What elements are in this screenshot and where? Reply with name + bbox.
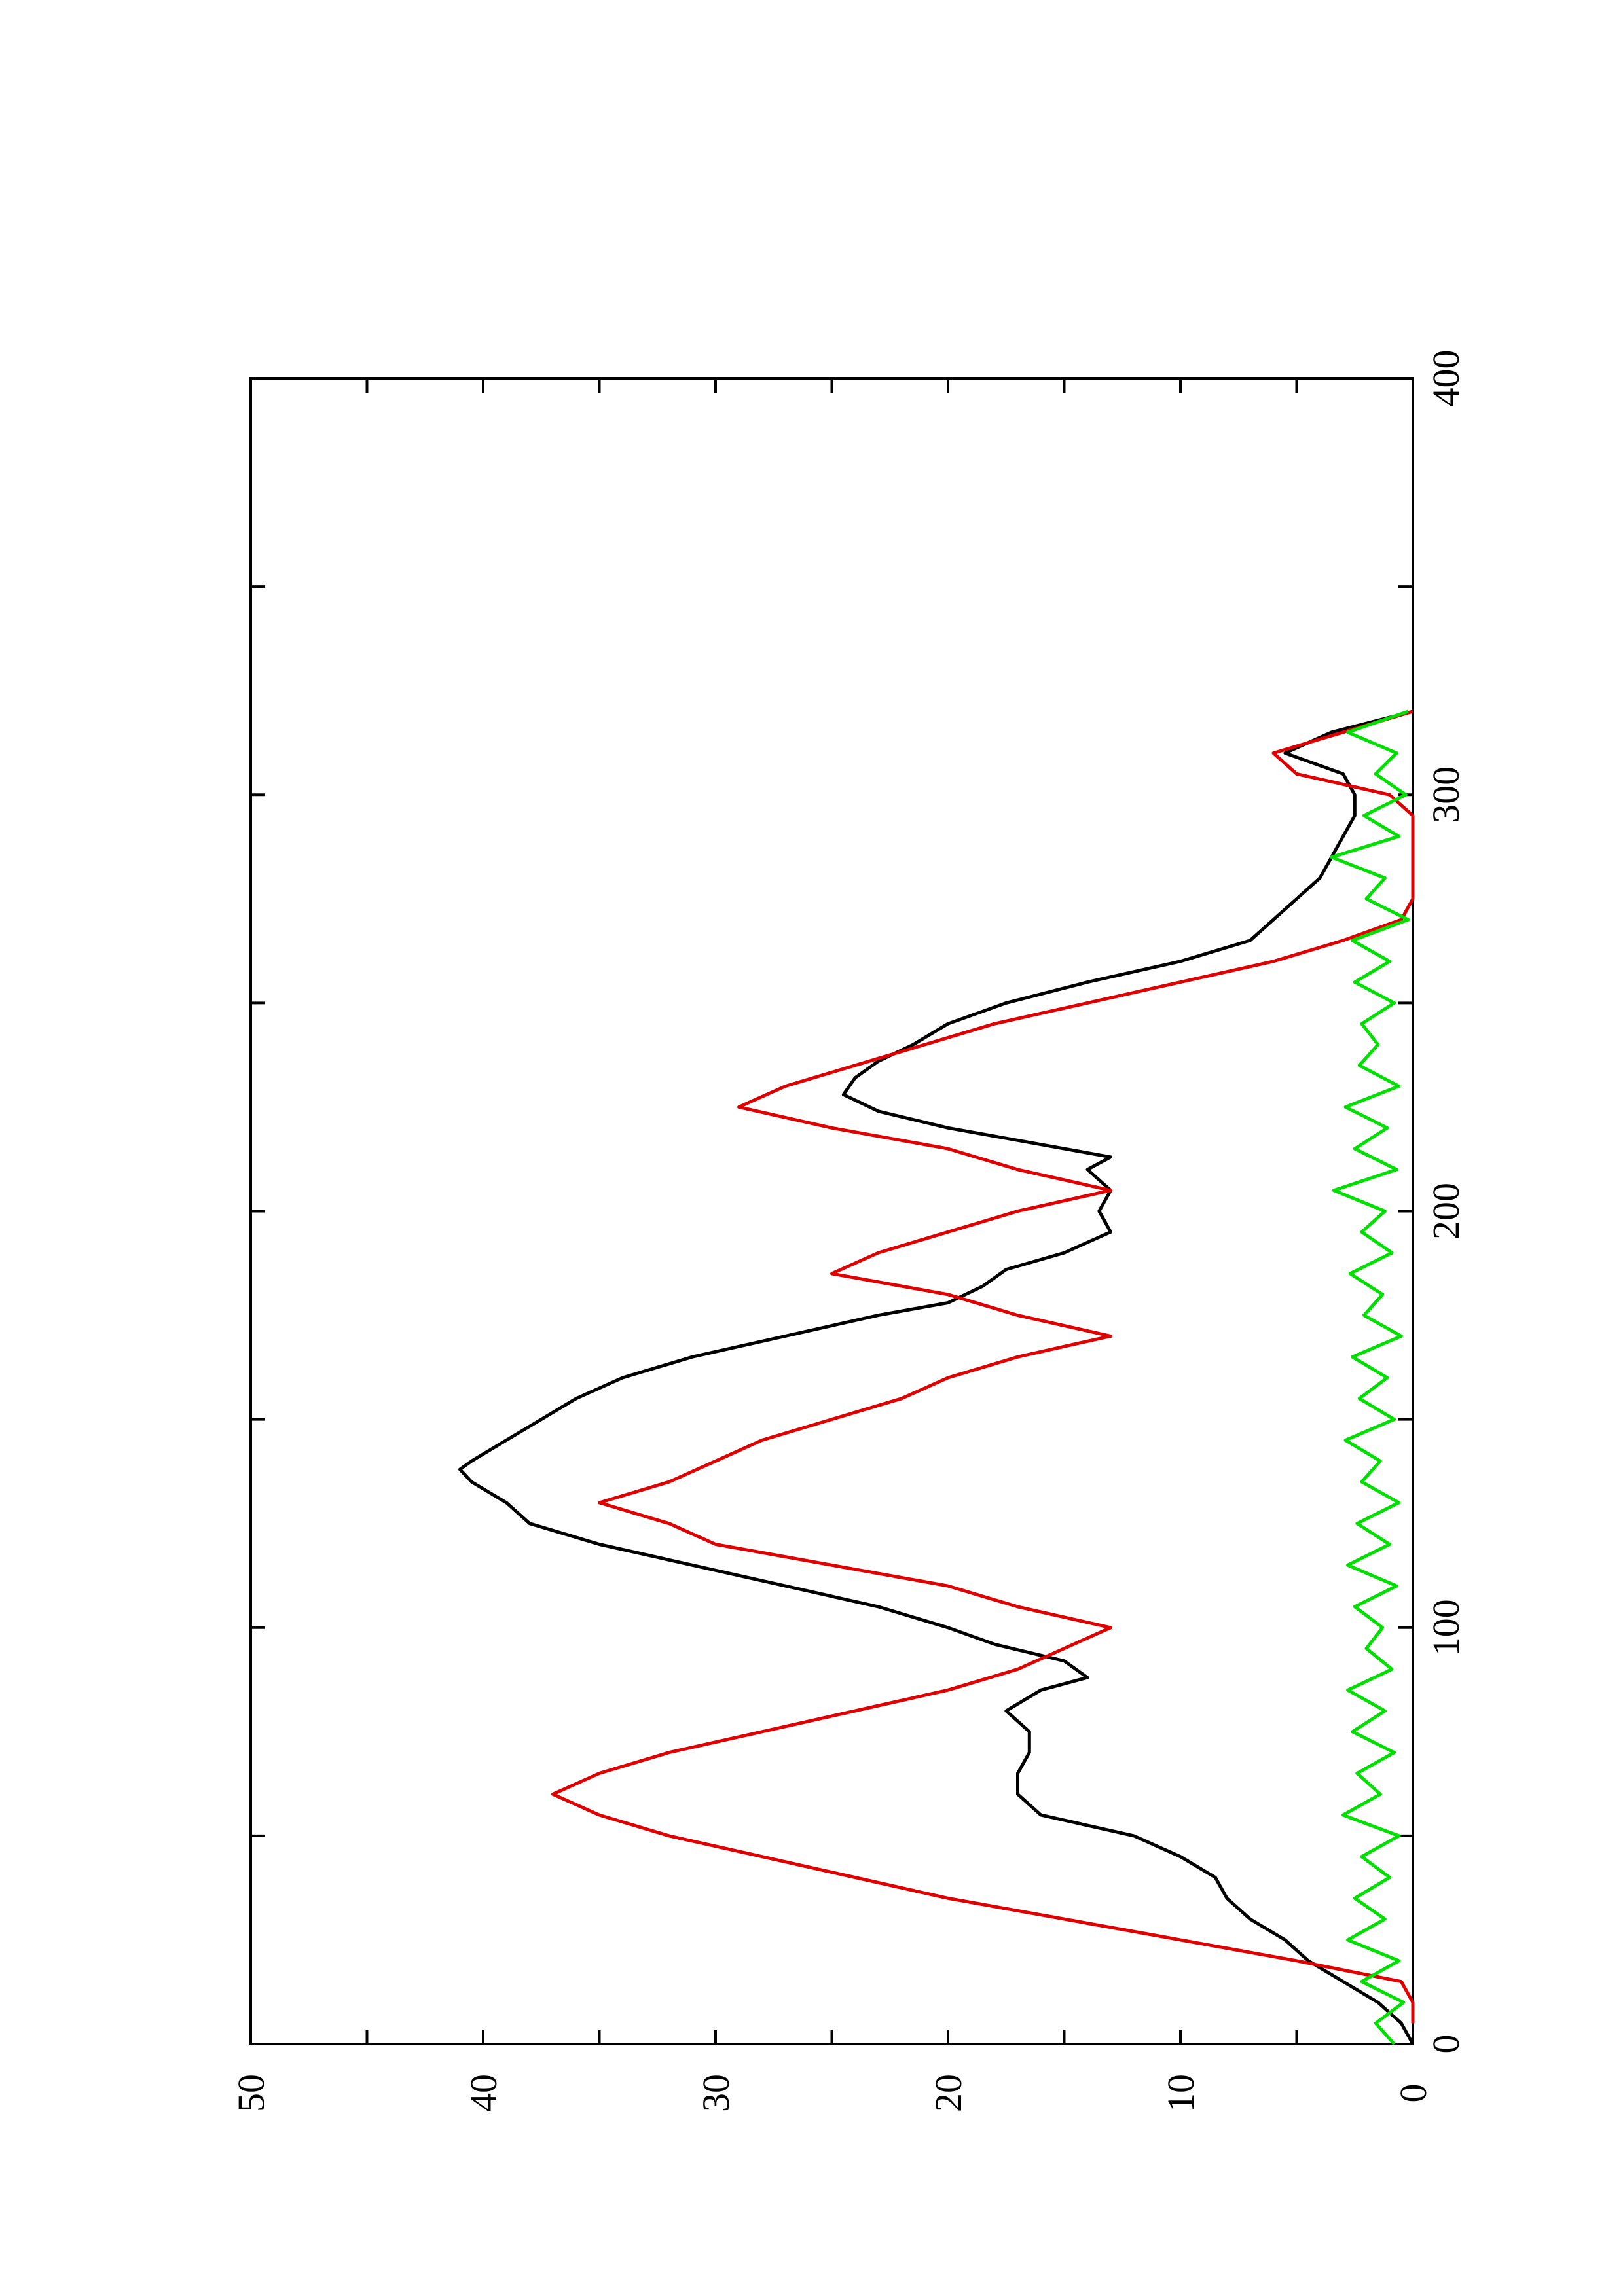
axis-tick-labels: 0 100 200 300 400 0 10 20 30 40 50	[230, 350, 1467, 2113]
x-tick-label: 400	[1425, 350, 1467, 407]
y-tick-label: 0	[1392, 2084, 1434, 2103]
x-tick-label: 100	[1425, 1599, 1467, 1656]
series-layer	[458, 709, 1415, 2045]
y-tick-label: 30	[695, 2074, 737, 2112]
x-tick-label: 300	[1425, 766, 1467, 823]
x-tick-label: 200	[1425, 1183, 1467, 1240]
series-line-3	[1330, 709, 1410, 2045]
y-tick-label: 20	[927, 2074, 970, 2112]
x-tick-label: 0	[1425, 2035, 1467, 2054]
y-tick-label: 50	[230, 2074, 272, 2112]
plot-frame	[249, 377, 1414, 2045]
axis-ticks	[249, 377, 1414, 2045]
y-tick-label: 40	[462, 2074, 505, 2112]
series-line-1	[458, 709, 1415, 2045]
series-line-2	[551, 709, 1415, 2024]
y-tick-label: 10	[1159, 2074, 1202, 2112]
